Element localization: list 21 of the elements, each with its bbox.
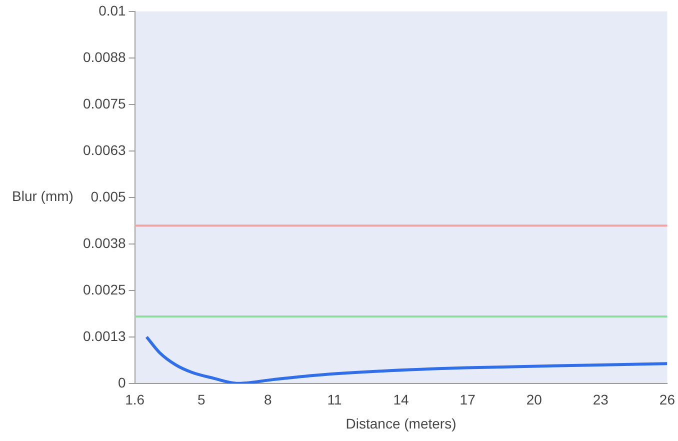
y-tick-label: 0 <box>118 374 126 390</box>
x-tick-label: 20 <box>526 392 542 408</box>
y-tick-label: 0.0038 <box>82 234 126 251</box>
x-tick-label: 17 <box>460 392 476 408</box>
x-tick-label: 26 <box>659 392 676 408</box>
x-axis-title: Distance (meters) <box>346 415 456 432</box>
x-tick-label: 5 <box>197 392 206 408</box>
y-tick-label: 0.0088 <box>82 48 126 65</box>
y-tick-label: 0.0075 <box>82 95 126 112</box>
y-tick-label: 0.0013 <box>82 328 126 344</box>
line-series <box>145 335 668 384</box>
y-tick-label: 0.0063 <box>82 142 126 158</box>
x-tick-label: 1.6 <box>125 392 145 408</box>
y-tick-label: 0.0025 <box>82 281 126 298</box>
x-tick-label: 14 <box>393 392 410 408</box>
y-axis-title: Blur (mm) <box>12 188 74 204</box>
y-tick-label: 0.005 <box>90 188 126 204</box>
y-tick-label: 0.01 <box>98 2 126 18</box>
x-tick-label: 23 <box>592 392 609 408</box>
x-tick-label: 8 <box>264 392 272 408</box>
x-tick-label: 11 <box>327 392 342 408</box>
